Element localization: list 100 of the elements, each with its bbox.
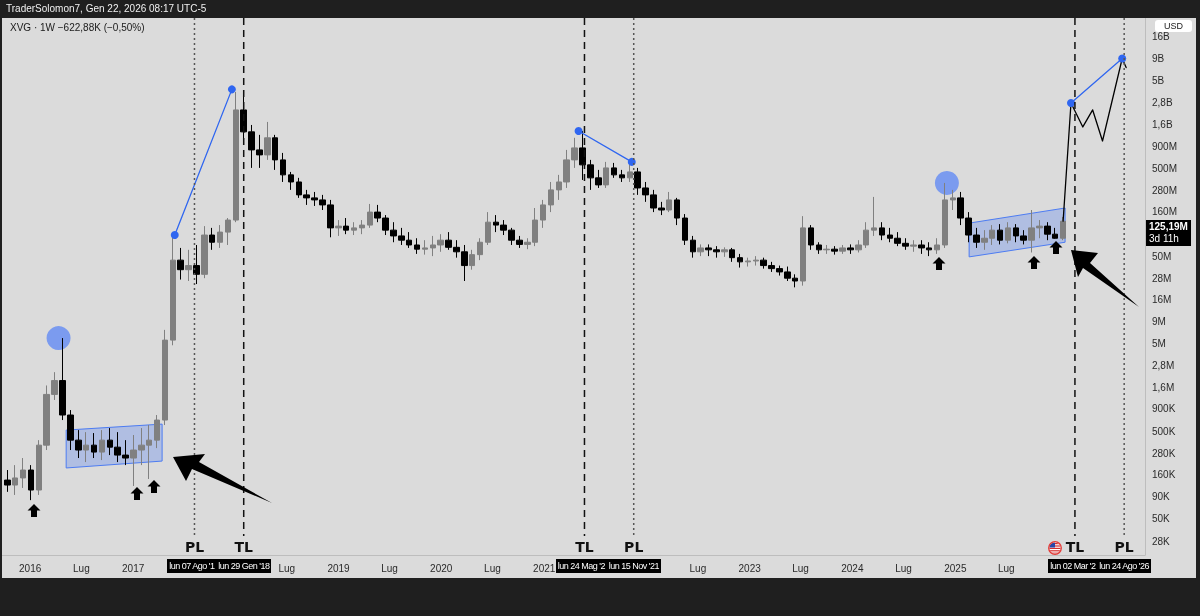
candlestick bbox=[942, 182, 948, 249]
x-tick-label: 2023 bbox=[738, 562, 762, 574]
y-tick-label: 1,6M bbox=[1152, 381, 1175, 393]
candlestick bbox=[485, 211, 491, 246]
candlestick bbox=[154, 414, 160, 449]
y-tick-label: 280K bbox=[1152, 447, 1176, 459]
ref-line-label: TL bbox=[575, 539, 594, 555]
candlestick bbox=[477, 237, 483, 261]
point bbox=[934, 170, 959, 195]
candlestick bbox=[99, 429, 105, 461]
y-tick-label: 500M bbox=[1152, 163, 1178, 174]
point bbox=[574, 126, 583, 135]
candlestick bbox=[847, 243, 854, 255]
candlestick bbox=[209, 227, 215, 251]
chart-title: XVG · 1W −622,88K (−0,50%) bbox=[10, 22, 145, 33]
x-tick-label: Lug bbox=[484, 562, 501, 574]
candlestick bbox=[1060, 216, 1066, 241]
candlestick bbox=[697, 243, 704, 257]
x-tick-label: Lug bbox=[895, 562, 912, 574]
candlestick bbox=[193, 244, 200, 285]
text: lun 29 Gen '18 bbox=[216, 559, 272, 573]
point bbox=[170, 231, 179, 240]
ref-line-label: PL bbox=[624, 539, 644, 555]
y-tick-label: 500K bbox=[1152, 425, 1176, 437]
candlestick bbox=[737, 253, 743, 269]
y-tick-label: 160K bbox=[1152, 469, 1176, 481]
candlestick bbox=[201, 225, 208, 279]
x-tick-label: Lug bbox=[689, 562, 707, 574]
x-tick-label: 2025 bbox=[944, 562, 967, 574]
text: lun 24 Mag '2 bbox=[555, 559, 607, 573]
y-tick-label: 9M bbox=[1152, 315, 1166, 327]
y-tick-label: 5B bbox=[1152, 75, 1165, 87]
x-tick-label: Lug bbox=[792, 562, 809, 574]
candlestick bbox=[745, 257, 751, 268]
candlestick bbox=[934, 237, 940, 255]
chart-subtitle: TraderSolomon7, Gen 22, 2026 08:17 UTC-5 bbox=[6, 2, 207, 16]
x-tick-label: 2021 bbox=[533, 562, 556, 574]
candlestick bbox=[674, 197, 680, 226]
y-tick-label: 1,6B bbox=[1152, 118, 1173, 130]
text: lun 24 Ago '26 bbox=[1097, 559, 1151, 573]
ref-line-label: PL bbox=[1114, 539, 1134, 555]
point bbox=[1067, 98, 1075, 107]
x-tick-label: Lug bbox=[73, 562, 90, 574]
candlestick bbox=[162, 329, 168, 426]
text: lun 07 Ago '1 bbox=[167, 559, 217, 573]
y-tick-label: 90K bbox=[1152, 491, 1171, 503]
point bbox=[46, 326, 71, 351]
candlestick bbox=[28, 464, 34, 501]
candlestick bbox=[264, 121, 271, 161]
ref-line-label: TL bbox=[1065, 539, 1085, 555]
candlestick bbox=[950, 189, 956, 211]
candlestick bbox=[690, 235, 696, 259]
candlestick bbox=[414, 237, 420, 255]
x-tick-label: 2017 bbox=[122, 562, 145, 574]
y-tick-label: 900M bbox=[1152, 140, 1178, 152]
candlestick bbox=[225, 217, 231, 246]
point bbox=[227, 85, 236, 94]
y-axis-title: USD bbox=[1154, 20, 1192, 32]
candlestick bbox=[280, 152, 286, 183]
candlestick bbox=[217, 224, 223, 249]
x-tick-label: 2020 bbox=[430, 562, 453, 574]
candlestick bbox=[808, 224, 814, 251]
y-tick-label: 9B bbox=[1152, 53, 1165, 65]
candlestick bbox=[839, 244, 846, 255]
point bbox=[627, 157, 636, 166]
candlestick bbox=[997, 223, 1003, 245]
candlestick bbox=[548, 181, 554, 213]
text: 3d 11h bbox=[1149, 233, 1180, 246]
candlestick bbox=[729, 247, 735, 263]
candlestick bbox=[185, 249, 192, 282]
x-tick-label: Lug bbox=[381, 562, 398, 574]
x-tick-label: 2016 bbox=[19, 562, 42, 574]
candlestick bbox=[359, 219, 365, 235]
candlestick bbox=[351, 221, 357, 236]
y-tick-label: 5M bbox=[1152, 338, 1166, 350]
point bbox=[1118, 54, 1127, 63]
y-tick-label: 28K bbox=[1152, 535, 1171, 547]
candlestick bbox=[619, 169, 625, 183]
ref-line-label: PL bbox=[184, 539, 205, 555]
candlestick bbox=[831, 245, 838, 256]
candlestick bbox=[611, 162, 617, 179]
candlestick bbox=[177, 247, 184, 281]
candlestick bbox=[540, 199, 546, 229]
candlestick bbox=[753, 255, 759, 267]
candlestick bbox=[823, 244, 830, 255]
candlestick bbox=[1005, 221, 1011, 244]
y-tick-label: 16B bbox=[1152, 31, 1171, 43]
y-tick-label: 2,8M bbox=[1152, 360, 1175, 372]
candlestick bbox=[367, 203, 373, 229]
candlestick bbox=[603, 161, 609, 189]
candlestick bbox=[91, 432, 97, 459]
candlestick bbox=[871, 196, 877, 237]
candlestick bbox=[800, 215, 806, 287]
candlestick bbox=[12, 464, 18, 496]
ref-line-label: TL bbox=[234, 539, 254, 555]
y-tick-label: 160M bbox=[1152, 206, 1178, 218]
candlestick bbox=[910, 239, 917, 253]
candlestick bbox=[469, 249, 475, 271]
x-tick-label: 2019 bbox=[327, 562, 351, 574]
y-tick-label: 2,8B bbox=[1152, 97, 1173, 109]
